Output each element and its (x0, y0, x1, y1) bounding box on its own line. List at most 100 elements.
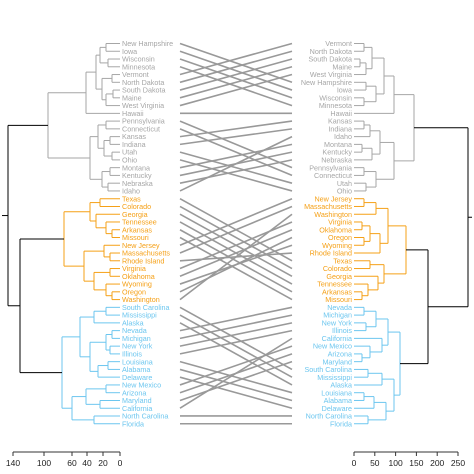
connector-line (179, 236, 293, 301)
right-leaf-label: Colorado (323, 264, 352, 273)
connector-line (179, 306, 293, 371)
right-leaf-label: Maine (332, 62, 352, 71)
left-leaf-label: New Jersey (122, 241, 160, 250)
connector-line (179, 42, 293, 84)
left-leaf-label: Nebraska (122, 179, 153, 188)
left-leaf-label: Oklahoma (122, 272, 155, 281)
right-leaf-label: Texas (333, 256, 352, 265)
right-leaf-label: Arizona (328, 350, 352, 359)
right-axis-tick-label: 200 (430, 458, 444, 468)
connector-line (179, 368, 293, 402)
left-leaf-label: Arkansas (122, 225, 152, 234)
left-leaf-label: Nevada (122, 326, 147, 335)
left-leaf-label: Illinois (122, 350, 142, 359)
left-leaf-label: Georgia (122, 210, 148, 219)
right-leaf-label: Connecticut (314, 171, 352, 180)
left-leaf-label: West Virginia (122, 101, 164, 110)
left-axis-tick-label: 100 (37, 458, 51, 468)
connector-line (179, 128, 293, 177)
right-leaf-label: Utah (337, 179, 352, 188)
right-leaf-label: Massachusetts (304, 202, 352, 211)
connector-line (179, 229, 293, 278)
right-leaf-label: Iowa (337, 86, 352, 95)
right-leaf-label: Hawaii (330, 109, 352, 118)
right-leaf-label: Alaska (330, 381, 352, 390)
connector-line (179, 314, 293, 378)
left-leaf-label: Idaho (122, 187, 140, 196)
right-leaf-label: Michigan (323, 311, 352, 320)
left-leaf-label: Delaware (122, 373, 152, 382)
right-leaf-label: Kentucky (322, 148, 352, 157)
left-leaf-label: Alabama (122, 365, 150, 374)
connector-line (179, 329, 293, 355)
connector-line (179, 58, 293, 91)
left-leaf-label: Vermont (122, 70, 149, 79)
left-leaf-label: Iowa (122, 47, 137, 56)
left-leaf-label: Hawaii (122, 109, 144, 118)
left-axis-tick-label: 60 (67, 458, 77, 468)
left-leaf-label: Ohio (122, 156, 137, 165)
left-height-axis: 140 100 60 40 20 0 (6, 451, 123, 468)
left-leaf-label: Kentucky (122, 171, 152, 180)
right-axis-tick-label: 100 (389, 458, 403, 468)
right-leaf-label: Delaware (322, 404, 352, 413)
right-leaf-label: Mississippi (317, 373, 352, 382)
right-leaf-label: Louisiana (321, 388, 352, 397)
right-axis-tick-label: 150 (409, 458, 423, 468)
right-leaf-label: New Jersey (314, 194, 352, 203)
connector-line (179, 345, 293, 386)
connector-line (179, 151, 293, 184)
connector-line (179, 120, 293, 169)
left-leaf-label: New Mexico (122, 381, 161, 390)
right-leaf-label: Arkansas (322, 287, 352, 296)
connector-line (179, 66, 293, 107)
connector-line (179, 306, 293, 332)
left-leaf-label: North Carolina (122, 412, 168, 421)
left-leaf-label: Utah (122, 148, 137, 157)
right-leaf-label: Idaho (334, 132, 352, 141)
left-leaf-label: Wisconsin (122, 55, 155, 64)
connector-line (179, 205, 293, 270)
right-leaf-label: North Carolina (306, 412, 352, 421)
connector-line (179, 143, 293, 169)
right-leaf-label: New Mexico (313, 342, 352, 351)
right-leaf-label: West Virginia (310, 70, 352, 79)
connector-line (179, 314, 293, 340)
right-leaf-label: New Hampshire (301, 78, 352, 87)
connector-line (179, 213, 293, 301)
right-leaf-label: Minnesota (319, 101, 352, 110)
left-leaf-label: Florida (122, 419, 144, 428)
left-leaf-label: Mississippi (122, 311, 157, 320)
left-leaf-label: Rhode Island (122, 256, 164, 265)
connector-line (179, 58, 293, 99)
right-leaf-label: California (322, 334, 352, 343)
right-leaf-label: Indiana (328, 124, 352, 133)
left-leaf-label: Michigan (122, 334, 151, 343)
left-leaf-label: Wyoming (122, 280, 152, 289)
connector-line (179, 236, 293, 293)
left-leaf-label: South Carolina (122, 303, 170, 312)
right-leaf-label: South Carolina (304, 365, 352, 374)
right-leaf-label: Kansas (328, 117, 352, 126)
connector-line (179, 159, 293, 192)
left-axis-tick-label: 20 (98, 458, 108, 468)
left-leaf-label: North Dakota (122, 78, 164, 87)
connector-line (179, 322, 293, 347)
right-dendrogram (354, 43, 472, 425)
right-leaf-label: South Dakota (308, 55, 352, 64)
right-leaf-label: Vermont (325, 39, 352, 48)
right-leaf-label: Oregon (328, 233, 352, 242)
left-leaf-label: Pennsylvania (122, 117, 165, 126)
right-leaf-label: Wyoming (322, 241, 352, 250)
right-leaf-label: New York (322, 318, 353, 327)
left-axis-tick-label: 0 (118, 458, 123, 468)
right-leaf-label: Florida (330, 419, 352, 428)
left-leaf-label: Connecticut (122, 124, 160, 133)
left-leaf-label: Maryland (122, 396, 152, 405)
connector-line (179, 42, 293, 76)
connector-line (179, 50, 293, 84)
right-leaf-label: Missouri (325, 295, 352, 304)
left-axis-tick-label: 140 (6, 458, 20, 468)
left-leaf-label: Montana (122, 163, 150, 172)
